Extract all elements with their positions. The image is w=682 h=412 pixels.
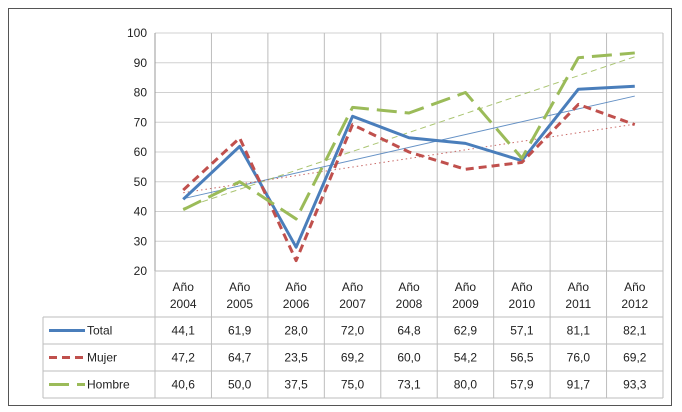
series-layer [182, 51, 636, 263]
y-tick-label: 30 [134, 234, 148, 248]
x-tick-label: Año 2006 [283, 280, 310, 311]
data-label: 93,3 [623, 378, 647, 392]
x-tick-label: Año 2004 [170, 280, 197, 311]
data-label: 60,0 [397, 351, 421, 365]
series-line-total [182, 84, 635, 249]
data-label: 54,2 [454, 351, 478, 365]
data-table: Año 2004 Año 2005 Año 2006 Año 2007 Año 2008 Año 20… [42, 270, 663, 399]
y-tick-label: 100 [127, 26, 147, 40]
y-tick-label: 20 [134, 264, 148, 278]
data-label: 57,9 [510, 378, 534, 392]
y-axis: 20 30 40 50 60 70 80 90 100 [127, 26, 147, 278]
y-tick-label: 80 [134, 86, 148, 100]
data-label: 64,7 [228, 351, 252, 365]
legend-label-hombre: Hombre [87, 378, 130, 392]
data-label: 72,0 [341, 324, 365, 338]
legend-label-total: Total [87, 324, 112, 338]
data-label: 81,1 [567, 324, 591, 338]
chart-frame: 20 30 40 50 60 70 80 90 100 Año 2004 Año 2005 Año 200… [8, 8, 672, 406]
data-label: 91,7 [567, 378, 591, 392]
data-label: 28,0 [284, 324, 308, 338]
x-tick-label: Año 2008 [396, 280, 423, 311]
y-tick-label: 90 [134, 56, 148, 70]
x-tick-label: Año 2005 [226, 280, 253, 311]
x-tick-label: Año 2007 [339, 280, 366, 311]
data-label: 57,1 [510, 324, 534, 338]
y-tick-label: 70 [134, 115, 148, 129]
trendline-mujer [183, 123, 635, 194]
x-tick-label: Año 2009 [452, 280, 479, 311]
data-label: 76,0 [567, 351, 591, 365]
legend-label-mujer: Mujer [87, 351, 117, 365]
data-label: 80,0 [454, 378, 478, 392]
data-label: 82,1 [623, 324, 647, 338]
x-tick-label: Año 2010 [509, 280, 536, 311]
data-label: 64,8 [397, 324, 421, 338]
data-label: 56,5 [510, 351, 534, 365]
data-label: 69,2 [341, 351, 365, 365]
y-tick-label: 40 [134, 205, 148, 219]
y-tick-label: 60 [134, 145, 148, 159]
x-tick-label: Año 2012 [621, 280, 648, 311]
series-line-mujer [182, 102, 636, 263]
x-tick-label: Año 2011 [565, 280, 591, 311]
data-label: 40,6 [172, 378, 196, 392]
data-label: 37,5 [284, 378, 308, 392]
series-line-hombre [182, 51, 635, 221]
data-label: 47,2 [172, 351, 196, 365]
y-tick-label: 50 [134, 175, 148, 189]
data-label: 75,0 [341, 378, 365, 392]
data-label: 61,9 [228, 324, 252, 338]
data-label: 23,5 [284, 351, 308, 365]
data-label: 50,0 [228, 378, 252, 392]
data-label: 44,1 [172, 324, 196, 338]
data-label: 69,2 [623, 351, 647, 365]
data-label: 73,1 [397, 378, 421, 392]
data-label: 62,9 [454, 324, 478, 338]
